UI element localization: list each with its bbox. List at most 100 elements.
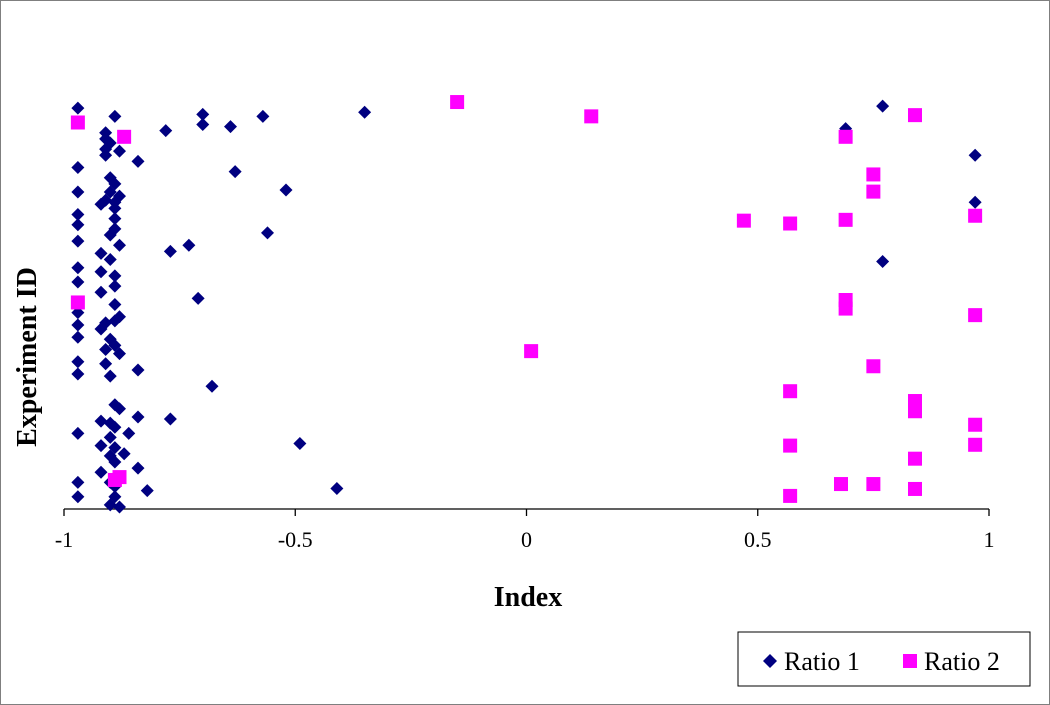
ratio-1-point <box>131 461 145 475</box>
ratio-1-point <box>94 414 108 428</box>
ratio-1-point <box>140 484 154 498</box>
ratio-2-point <box>968 417 983 432</box>
ratio-2-point <box>866 167 881 182</box>
ratio-1-point <box>108 298 122 311</box>
ratio-1-point <box>71 261 85 275</box>
ratio-2-point <box>736 213 751 228</box>
ratio-1-point <box>261 226 274 240</box>
ratio-1-point <box>224 120 237 134</box>
ratio-1-point <box>113 238 126 252</box>
ratio-1-point <box>71 234 85 248</box>
ratio-1-point <box>968 148 982 162</box>
data-points <box>70 95 983 514</box>
ratio-1-point <box>191 291 205 305</box>
ratio-2-point <box>524 344 539 359</box>
y-axis-title: Experiment ID <box>12 267 43 447</box>
ratio-2-point <box>908 404 922 419</box>
ratio-1-point <box>330 482 344 496</box>
ratio-1-point <box>279 183 293 197</box>
ratio-2-point <box>908 451 922 466</box>
ratio-1-point <box>94 265 108 279</box>
ratio-1-point <box>94 322 108 336</box>
x-ticks: -1 -0.5 0 0.5 1 <box>55 509 995 552</box>
ratio-1-point <box>108 269 122 283</box>
ratio-2-point <box>783 384 798 399</box>
x-tick-label: 1 <box>984 527 995 552</box>
ratio-1-point <box>182 238 196 252</box>
ratio-2-point <box>117 129 132 144</box>
ratio-1-point <box>968 195 982 209</box>
ratio-1-point <box>256 109 270 123</box>
ratio-2-point <box>70 115 85 130</box>
ratio-1-point <box>228 165 242 179</box>
ratio-1-point <box>108 314 122 328</box>
ratio-1-point <box>108 212 122 226</box>
x-axis-title: Index <box>494 582 562 613</box>
ratio-1-point <box>71 185 85 199</box>
ratio-1-point <box>103 430 117 444</box>
ratio-1-point <box>71 367 85 381</box>
x-tick-label: 0 <box>521 527 532 552</box>
ratio-2-point <box>783 216 798 231</box>
ratio-2-point <box>908 481 922 496</box>
ratio-1-point <box>113 347 126 361</box>
ratio-1-point <box>131 410 145 424</box>
ratio-1-point <box>876 255 890 269</box>
ratio-1-point <box>159 124 173 138</box>
ratio-1-point <box>103 498 117 512</box>
ratio-2-point <box>968 208 983 223</box>
ratio-1-point <box>94 197 108 211</box>
ratio-2-point <box>112 470 127 485</box>
ratio-1-point <box>71 208 85 222</box>
x-tick-label: -1 <box>55 527 73 552</box>
ratio-1-point <box>94 285 108 299</box>
ratio-1-point <box>131 154 145 168</box>
ratio-1-point <box>103 253 117 267</box>
ratio-2-point <box>838 301 853 316</box>
ratio-1-point <box>71 318 85 332</box>
ratio-1-point <box>71 490 85 504</box>
ratio-2-point <box>866 184 881 199</box>
ratio-1-point <box>131 363 145 377</box>
ratio-2-point <box>838 129 853 144</box>
legend-marker-ratio-1 <box>763 654 777 668</box>
ratio-2-point <box>866 477 881 492</box>
ratio-2-point <box>783 438 798 453</box>
ratio-1-point <box>108 109 122 123</box>
ratio-1-point <box>71 218 85 232</box>
ratio-2-point <box>968 308 983 323</box>
ratio-2-point <box>968 437 983 452</box>
ratio-2-point <box>783 488 798 503</box>
ratio-1-point <box>205 379 219 393</box>
ratio-1-point <box>71 355 85 369</box>
ratio-2-point <box>584 109 599 124</box>
legend-box <box>737 631 1031 687</box>
legend-label-ratio-2: Ratio 2 <box>924 647 1000 676</box>
legend: Ratio 1 Ratio 2 <box>737 631 1031 687</box>
x-tick-label: 0.5 <box>744 527 772 552</box>
ratio-1-point <box>108 420 122 434</box>
ratio-1-point <box>358 105 372 119</box>
ratio-1-point <box>71 426 85 440</box>
ratio-1-point <box>163 244 177 258</box>
ratio-1-point <box>99 148 113 162</box>
ratio-1-point <box>117 447 131 461</box>
ratio-1-point <box>99 357 113 371</box>
ratio-1-point <box>103 228 117 242</box>
ratio-2-point <box>838 212 853 227</box>
ratio-1-point <box>71 330 85 344</box>
ratio-1-point <box>108 279 122 293</box>
ratio-1-point <box>163 412 177 426</box>
ratio-1-point <box>94 439 108 453</box>
ratio-1-point <box>94 246 108 260</box>
ratio-1-point <box>122 426 136 440</box>
ratio-1-point <box>108 455 122 469</box>
ratio-1-point <box>876 99 890 113</box>
legend-label-ratio-1: Ratio 1 <box>784 647 860 676</box>
ratio-1-point <box>71 101 85 115</box>
ratio-1-point <box>196 107 210 121</box>
ratio-2-point <box>70 295 85 310</box>
ratio-1-point <box>196 118 210 132</box>
ratio-1-point <box>113 402 126 416</box>
